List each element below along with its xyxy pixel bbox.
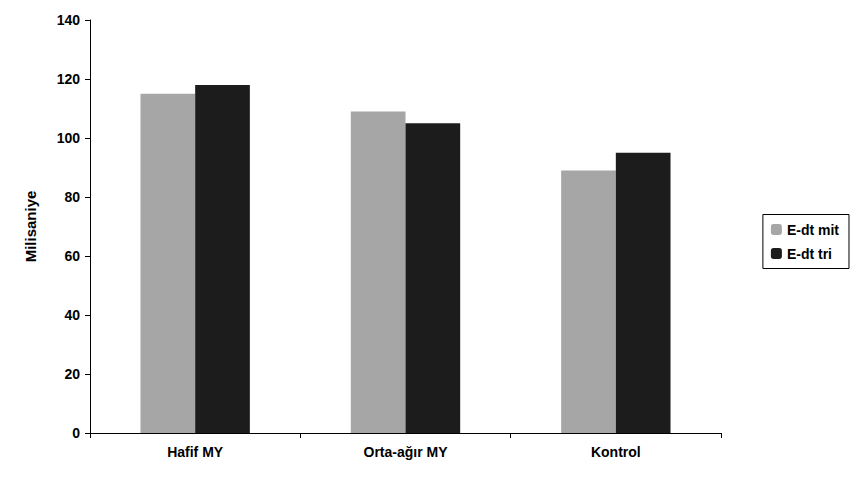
svg-text:Milisaniye: Milisaniye bbox=[22, 191, 39, 263]
svg-text:80: 80 bbox=[64, 189, 80, 205]
svg-text:100: 100 bbox=[57, 130, 81, 146]
svg-text:E-dt tri: E-dt tri bbox=[787, 246, 832, 262]
svg-text:20: 20 bbox=[64, 366, 80, 382]
svg-text:120: 120 bbox=[57, 71, 81, 87]
svg-text:0: 0 bbox=[72, 425, 80, 441]
svg-text:Kontrol: Kontrol bbox=[591, 444, 641, 460]
svg-text:E-dt mit: E-dt mit bbox=[787, 222, 839, 238]
svg-text:60: 60 bbox=[64, 248, 80, 264]
svg-text:Orta-ağır MY: Orta-ağır MY bbox=[363, 444, 448, 460]
svg-text:40: 40 bbox=[64, 307, 80, 323]
svg-text:Hafif MY: Hafif MY bbox=[167, 444, 224, 460]
svg-text:140: 140 bbox=[57, 12, 81, 28]
